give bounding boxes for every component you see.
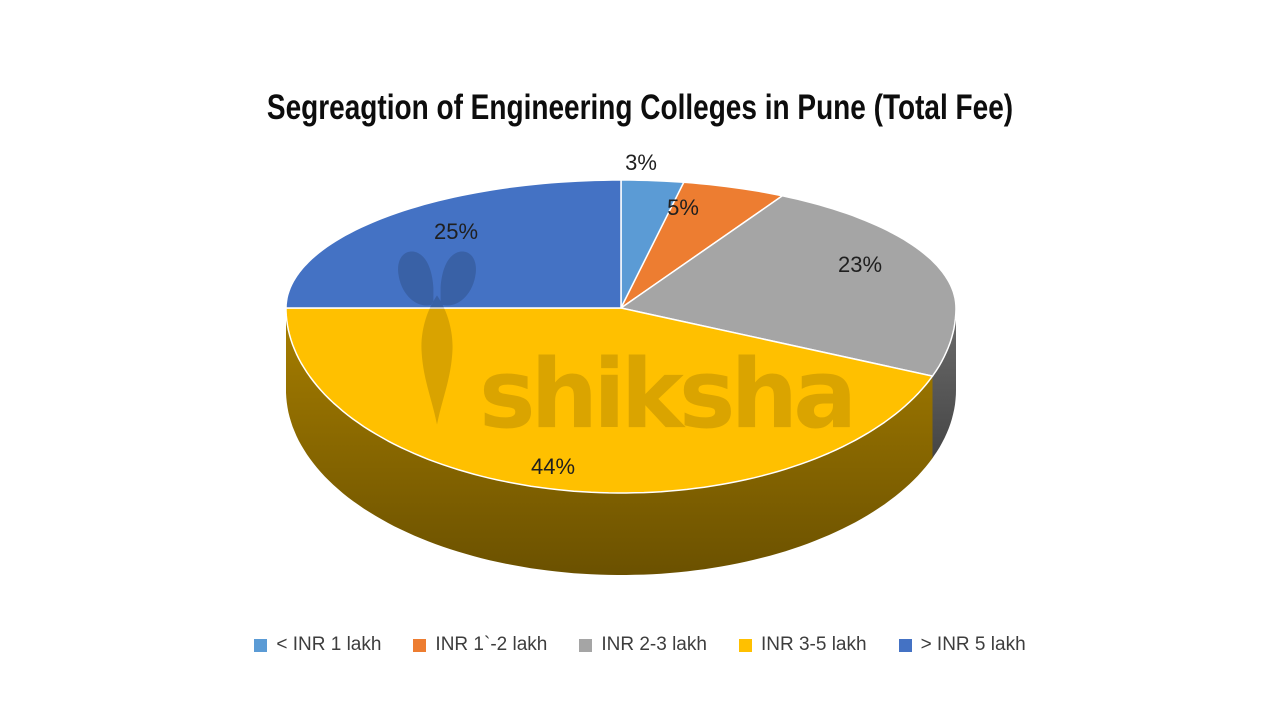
pie-slices: [285, 179, 957, 494]
shiksha-watermark-text: shiksha: [479, 340, 852, 450]
data-label-3-5-lakh: 44%: [531, 454, 575, 479]
data-label-lt-1-lakh: 3%: [625, 150, 657, 175]
legend-item-3: INR 3-5 lakh: [738, 634, 867, 656]
pie-rim-2: [932, 308, 956, 459]
legend-swatch-3: [738, 638, 752, 652]
pie-rims: [286, 308, 956, 575]
pie-rim-3: [286, 308, 933, 575]
legend-label-1: INR 1`-2 lakh: [435, 634, 548, 655]
data-label-gt-5-lakh: 25%: [434, 219, 478, 244]
chart-title: Segreagtion of Engineering Colleges in P…: [266, 88, 1014, 127]
legend-swatch-2: [579, 638, 593, 652]
legend-label-4: > INR 5 lakh: [920, 634, 1026, 655]
legend-swatch-1: [413, 638, 427, 652]
legend-item-0: < INR 1 lakh: [254, 634, 381, 656]
legend-swatch-4: [898, 638, 912, 652]
legend-label-0: < INR 1 lakh: [276, 634, 382, 655]
legend-item-2: INR 2-3 lakh: [579, 634, 707, 656]
legend-item-4: > INR 5 lakh: [898, 634, 1026, 656]
legend-item-1: INR 1`-2 lakh: [413, 634, 547, 656]
pie-slice-3: [285, 307, 934, 494]
legend-label-3: INR 3-5 lakh: [760, 634, 867, 655]
legend-swatch-0: [254, 638, 268, 652]
pie-slice-1: [620, 181, 784, 309]
data-label-2-3-lakh: 23%: [838, 252, 882, 277]
pie-slice-4: [285, 179, 622, 309]
legend-label-2: INR 2-3 lakh: [601, 634, 707, 655]
pie-slice-2: [620, 195, 957, 377]
shiksha-logo-icon: [398, 251, 476, 425]
legend: < INR 1 lakh INR 1`-2 lakh INR 2-3 lakh INR…: [0, 634, 1280, 656]
data-label-1-2-lakh: 5%: [667, 195, 699, 220]
pie-data-labels: 3% 5% 23% 44% 25%: [434, 150, 882, 479]
shiksha-watermark: shiksha: [398, 251, 857, 450]
